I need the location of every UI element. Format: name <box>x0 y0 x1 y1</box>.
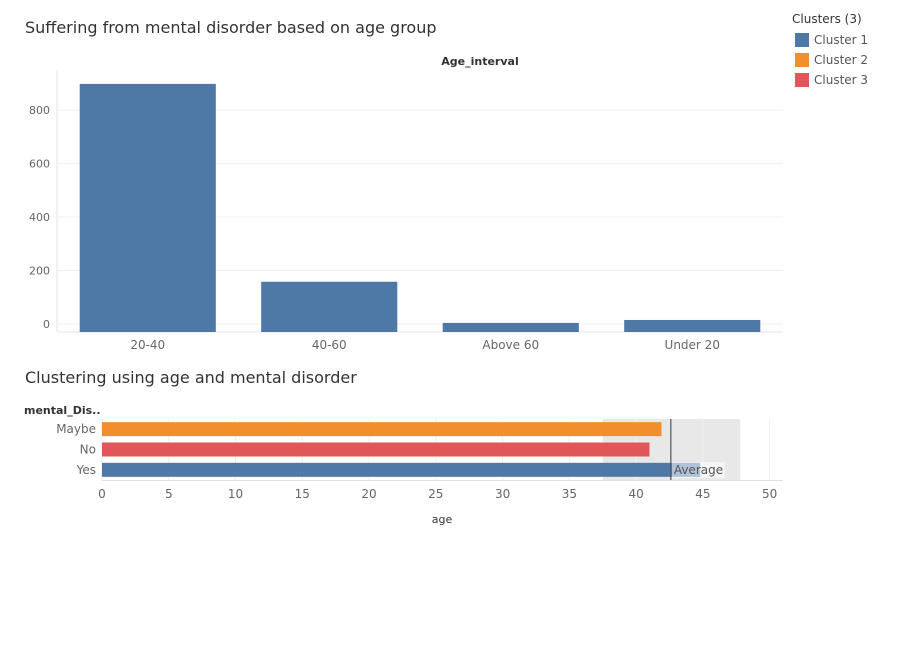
legend-item-cluster-2[interactable]: Cluster 2 <box>792 50 868 70</box>
bar-above-60 <box>442 322 579 332</box>
legend-title: Clusters (3) <box>792 12 862 26</box>
legend-item-cluster-1[interactable]: Cluster 1 <box>792 30 868 50</box>
x-tick-label: 20-40 <box>130 338 165 352</box>
bar-maybe <box>102 422 662 437</box>
bar-under-20 <box>624 319 761 332</box>
x-tick-label: 20 <box>361 487 376 501</box>
x-tick-label: 35 <box>562 487 577 501</box>
x-tick-label: 45 <box>695 487 710 501</box>
y-tick-label: Yes <box>76 463 96 477</box>
y-tick-label: 200 <box>29 265 50 278</box>
y-tick-label: Maybe <box>56 422 96 436</box>
bar-no <box>102 442 650 457</box>
legend-swatch <box>795 53 809 67</box>
legend-label: Cluster 1 <box>814 33 869 47</box>
legend-swatch <box>795 73 809 87</box>
x-tick-label: 25 <box>428 487 443 501</box>
x-tick-label: 50 <box>762 487 777 501</box>
y-tick-label: 600 <box>29 158 50 171</box>
bar-20-40 <box>79 83 216 332</box>
x-tick-label: Above 60 <box>482 338 539 352</box>
bottom-chart-title: Clustering using age and mental disorder <box>25 368 357 387</box>
legend-label: Cluster 3 <box>814 73 869 87</box>
y-tick-label: 400 <box>29 211 50 224</box>
legend-label: Cluster 2 <box>814 53 869 67</box>
x-tick-label: 40-60 <box>312 338 347 352</box>
x-tick-label: 15 <box>295 487 310 501</box>
x-tick-label: 10 <box>228 487 243 501</box>
x-tick-label: 40 <box>628 487 643 501</box>
x-tick-label: 5 <box>165 487 173 501</box>
legend-item-cluster-3[interactable]: Cluster 3 <box>792 70 868 90</box>
bar-40-60 <box>261 281 398 332</box>
legend-swatch <box>795 33 809 47</box>
bar-yes <box>102 462 701 477</box>
average-label-bg <box>671 462 725 478</box>
x-axis-title: Age_interval <box>441 55 518 68</box>
x-tick-label: 30 <box>495 487 510 501</box>
top-chart-title: Suffering from mental disorder based on … <box>25 18 437 37</box>
y-axis-title: mental_Dis.. <box>24 404 101 417</box>
x-tick-label: 0 <box>98 487 106 501</box>
y-tick-label: 0 <box>43 318 50 331</box>
y-tick-label: 800 <box>29 104 50 117</box>
x-tick-label: Under 20 <box>665 338 720 352</box>
cluster-legend: Clusters (3) Cluster 1 Cluster 2 Cluster… <box>792 12 868 90</box>
average-label: Average <box>674 463 723 477</box>
y-tick-label: No <box>80 443 96 457</box>
x-axis-title: age <box>432 513 453 526</box>
